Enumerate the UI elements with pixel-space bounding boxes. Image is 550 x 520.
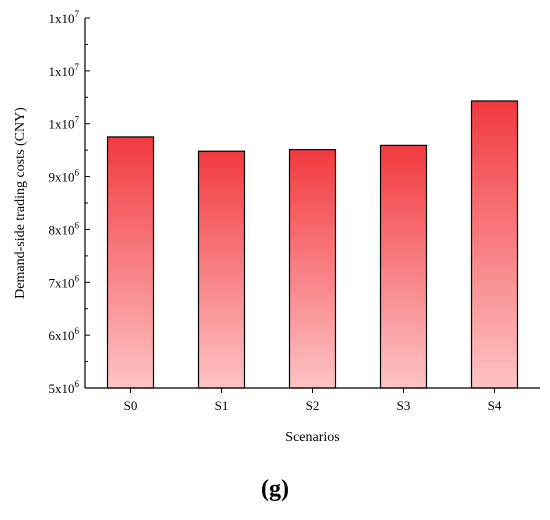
x-axis-title: Scenarios [285, 430, 339, 445]
bar-s2 [288, 149, 337, 389]
bars-group [106, 100, 519, 389]
x-tick-label-s1: S1 [215, 398, 229, 413]
panel-label: (g) [261, 476, 289, 502]
bar-s1 [197, 150, 246, 389]
bar-s4 [470, 100, 519, 389]
y-tick-label: 1x107 [49, 115, 80, 132]
y-tick-label: 1x107 [49, 9, 80, 26]
y-ticks-group: 5x106 6x106 7x106 8x106 9x106 1x107 1x107 1x107 [49, 9, 90, 396]
x-tick-label-s0: S0 [124, 398, 138, 413]
x-tick-label-s4: S4 [488, 398, 502, 413]
bar-chart: 5x106 6x106 7x106 8x106 9x106 1x107 1x107 1x107… [13, 9, 540, 445]
bar-s3 [379, 144, 428, 389]
y-tick-label: 6x106 [49, 326, 80, 343]
y-tick-label: 7x106 [49, 273, 80, 290]
y-tick-label: 9x106 [49, 168, 80, 185]
x-ticks-group: S0 S1 S2 S3 S4 [124, 388, 502, 413]
bar-s0 [106, 136, 155, 389]
y-tick-label: 8x106 [49, 220, 80, 237]
x-tick-label-s3: S3 [397, 398, 411, 413]
y-tick-label: 5x106 [49, 379, 80, 396]
y-axis-title: Demand-side trading costs (CNY) [13, 107, 28, 299]
x-tick-label-s2: S2 [306, 398, 320, 413]
y-tick-label: 1x107 [49, 62, 80, 79]
